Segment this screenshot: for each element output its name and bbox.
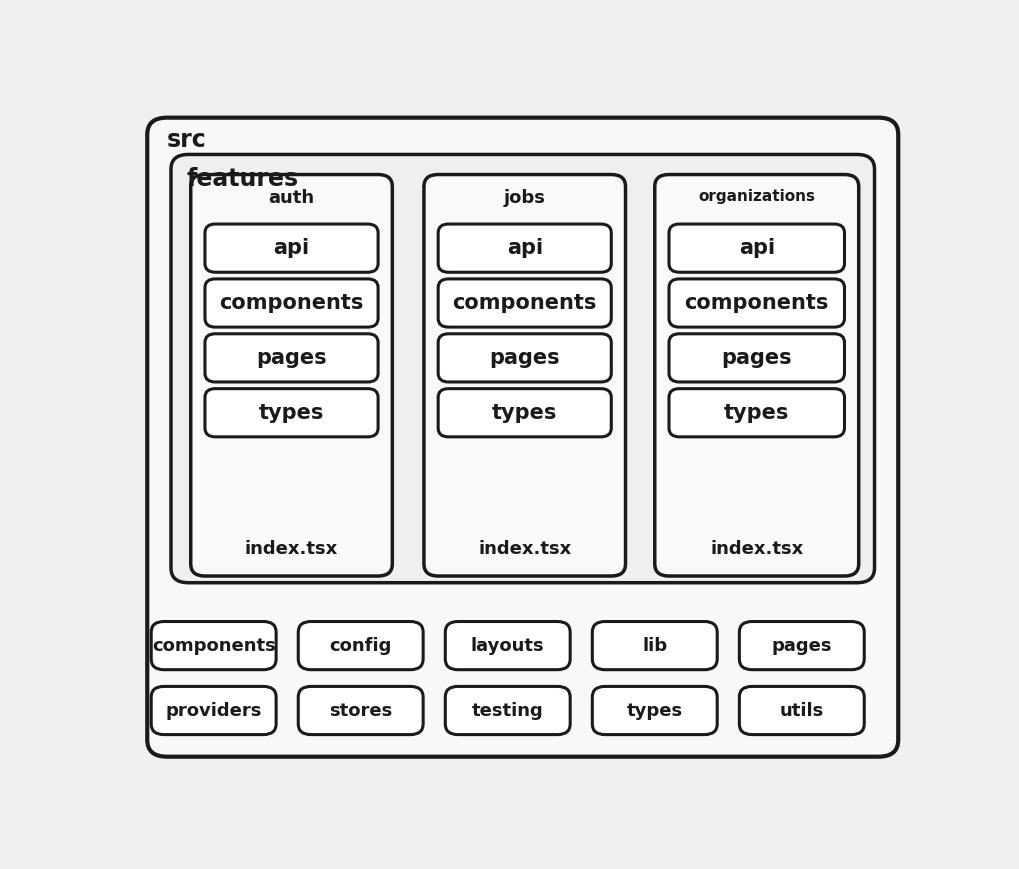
FancyBboxPatch shape xyxy=(739,687,863,734)
Text: layouts: layouts xyxy=(471,637,544,654)
Text: providers: providers xyxy=(165,701,262,720)
Text: testing: testing xyxy=(472,701,543,720)
Text: organizations: organizations xyxy=(698,189,814,204)
Text: jobs: jobs xyxy=(503,189,545,208)
Text: components: components xyxy=(452,293,596,313)
FancyBboxPatch shape xyxy=(171,155,873,583)
Text: api: api xyxy=(506,238,542,258)
FancyBboxPatch shape xyxy=(298,687,423,734)
FancyBboxPatch shape xyxy=(205,224,378,272)
Text: types: types xyxy=(491,402,556,422)
FancyBboxPatch shape xyxy=(668,224,844,272)
Text: auth: auth xyxy=(268,189,314,208)
FancyBboxPatch shape xyxy=(445,621,570,670)
FancyBboxPatch shape xyxy=(438,334,610,382)
Text: index.tsx: index.tsx xyxy=(709,541,803,558)
FancyBboxPatch shape xyxy=(151,621,276,670)
FancyBboxPatch shape xyxy=(668,279,844,327)
Text: components: components xyxy=(219,293,364,313)
Text: stores: stores xyxy=(329,701,392,720)
Text: types: types xyxy=(259,402,324,422)
Text: src: src xyxy=(167,128,207,152)
Text: index.tsx: index.tsx xyxy=(245,541,338,558)
FancyBboxPatch shape xyxy=(147,117,898,757)
FancyBboxPatch shape xyxy=(668,334,844,382)
FancyBboxPatch shape xyxy=(668,388,844,437)
FancyBboxPatch shape xyxy=(298,621,423,670)
FancyBboxPatch shape xyxy=(151,687,276,734)
Text: lib: lib xyxy=(642,637,666,654)
FancyBboxPatch shape xyxy=(205,279,378,327)
FancyBboxPatch shape xyxy=(205,334,378,382)
FancyBboxPatch shape xyxy=(438,224,610,272)
Text: components: components xyxy=(684,293,828,313)
FancyBboxPatch shape xyxy=(739,621,863,670)
Text: pages: pages xyxy=(256,348,326,368)
FancyBboxPatch shape xyxy=(592,687,716,734)
Text: api: api xyxy=(738,238,774,258)
Text: types: types xyxy=(626,701,682,720)
FancyBboxPatch shape xyxy=(654,175,858,576)
FancyBboxPatch shape xyxy=(191,175,392,576)
FancyBboxPatch shape xyxy=(438,388,610,437)
FancyBboxPatch shape xyxy=(205,388,378,437)
Text: index.tsx: index.tsx xyxy=(478,541,571,558)
FancyBboxPatch shape xyxy=(445,687,570,734)
FancyBboxPatch shape xyxy=(438,279,610,327)
Text: components: components xyxy=(152,637,275,654)
Text: config: config xyxy=(329,637,391,654)
FancyBboxPatch shape xyxy=(592,621,716,670)
Text: pages: pages xyxy=(720,348,792,368)
FancyBboxPatch shape xyxy=(424,175,625,576)
Text: pages: pages xyxy=(489,348,559,368)
Text: utils: utils xyxy=(779,701,823,720)
Text: api: api xyxy=(273,238,310,258)
Text: pages: pages xyxy=(770,637,832,654)
Text: features: features xyxy=(186,167,299,190)
Text: types: types xyxy=(723,402,789,422)
